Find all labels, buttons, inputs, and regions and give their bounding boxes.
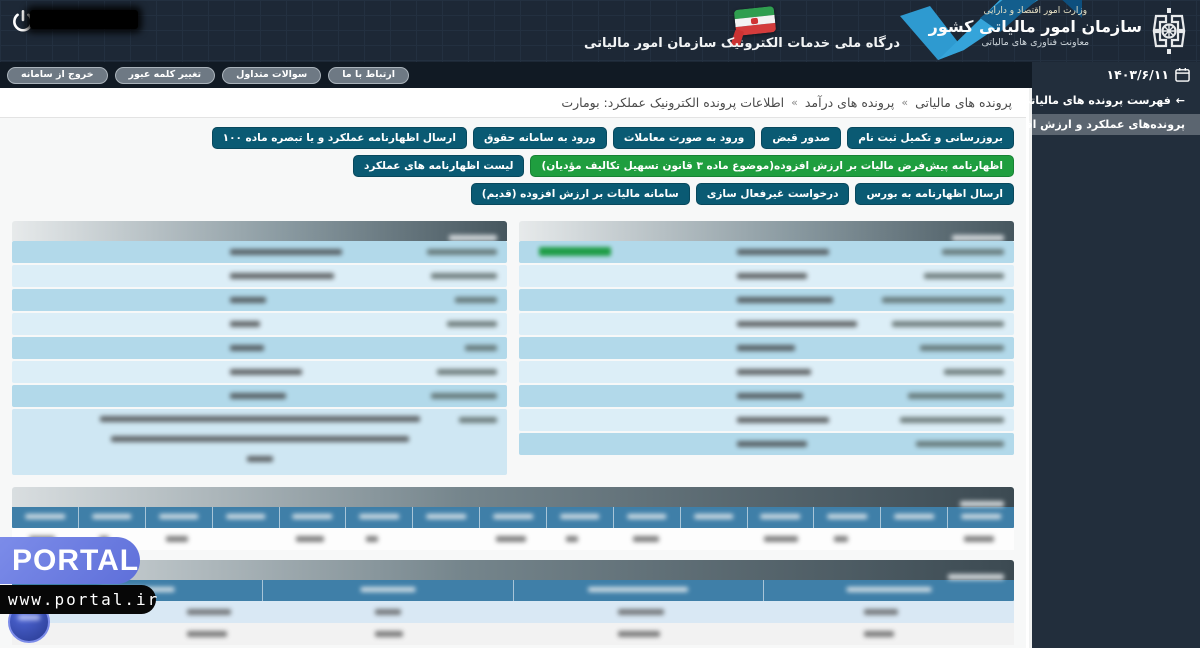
action-row-1: بروزرسانی و تکمیل ثبت نام صدور قبض ورود … bbox=[12, 127, 1014, 177]
transactions-entry-button[interactable]: ورود به صورت معاملات bbox=[612, 127, 756, 149]
logout-button[interactable]: خروج از سامانه bbox=[7, 66, 108, 84]
ministry-name: وزارت امور اقتصاد و دارایی bbox=[983, 6, 1088, 16]
default-vat-declaration-button[interactable]: اظهارنامه پیش‌فرض مالیات بر ارزش افزوده(… bbox=[530, 155, 1014, 177]
sidebar-item-performance-vat-files[interactable]: پرونده‌های عملکرد و ارزش افزوده bbox=[1000, 114, 1200, 135]
portal-watermark-url: www.portal.ir bbox=[0, 585, 157, 614]
calendar-icon bbox=[1175, 67, 1190, 82]
table-row bbox=[519, 385, 1014, 407]
sidebar-item-tax-files-list[interactable]: ← فهرست پرونده های مالیاتی bbox=[1020, 90, 1200, 111]
address-row bbox=[12, 409, 507, 475]
send-declaration-to-bourse-button[interactable]: ارسال اظهارنامه به بورس bbox=[855, 183, 1014, 205]
breadcrumb-separator: » bbox=[901, 96, 909, 109]
action-row-2: ارسال اظهارنامه به بورس درخواست غیرفعال … bbox=[12, 183, 1014, 205]
update-registration-button[interactable]: بروزرسانی و تکمیل ثبت نام bbox=[847, 127, 1014, 149]
deactivation-request-button[interactable]: درخواست غیرفعال سازی bbox=[695, 183, 850, 205]
salary-system-button[interactable]: ورود به سامانه حقوق bbox=[472, 127, 607, 149]
organization-name: سازمان امور مالیاتی کشور bbox=[928, 17, 1142, 37]
checkmark-decoration bbox=[900, 0, 1082, 60]
table-row bbox=[12, 528, 1014, 550]
info-panels bbox=[0, 217, 1026, 477]
table-row bbox=[519, 289, 1014, 311]
breadcrumb-tax-files[interactable]: پرونده های مالیاتی bbox=[915, 95, 1012, 110]
table-row bbox=[519, 361, 1014, 383]
table-row bbox=[519, 433, 1014, 455]
table-header-row bbox=[12, 507, 1014, 528]
date-value: ۱۴۰۳/۶/۱۱ bbox=[1106, 67, 1169, 82]
sidebar: ۱۴۰۳/۶/۱۱ ← فهرست پرونده های مالیاتی پرو… bbox=[1000, 62, 1200, 648]
detail-table-section bbox=[0, 487, 1026, 550]
action-buttons: بروزرسانی و تکمیل ثبت نام صدور قبض ورود … bbox=[0, 118, 1026, 217]
breadcrumb-separator: » bbox=[791, 96, 798, 109]
org-title-block: وزارت امور اقتصاد و دارایی سازمان امور م… bbox=[929, 6, 1142, 49]
top-header: درگاه ملی خدمات الکترونیک سازمان امور ما… bbox=[0, 0, 1200, 62]
table-row bbox=[12, 289, 507, 311]
username-redacted bbox=[30, 10, 138, 29]
table-row bbox=[12, 313, 507, 335]
sidebar-item-label: پرونده‌های عملکرد و ارزش افزوده bbox=[999, 118, 1185, 131]
table-row bbox=[519, 241, 1014, 263]
change-password-button[interactable]: تغییر کلمه عبور bbox=[114, 66, 216, 84]
sidebar-item-label: فهرست پرونده های مالیاتی bbox=[1019, 94, 1171, 107]
financial-table-section bbox=[0, 560, 1026, 645]
table-row bbox=[519, 337, 1014, 359]
section-header bbox=[12, 487, 1014, 507]
table-row bbox=[12, 601, 1014, 623]
current-date: ۱۴۰۳/۶/۱۱ bbox=[1032, 62, 1200, 90]
panel-header bbox=[519, 221, 1014, 241]
portal-watermark-logo: PORTAL bbox=[0, 537, 140, 584]
table-row bbox=[12, 623, 1014, 645]
table-row bbox=[12, 265, 507, 287]
table-row bbox=[519, 409, 1014, 431]
table-row bbox=[12, 361, 507, 383]
table-row bbox=[12, 337, 507, 359]
submit-performance-declaration-button[interactable]: ارسال اظهارنامه عملکرد و یا تبصره ماده ۱… bbox=[211, 127, 467, 149]
faq-button[interactable]: سوالات متداول bbox=[222, 66, 322, 84]
issue-bill-button[interactable]: صدور قبض bbox=[761, 127, 842, 149]
deputy-name: معاونت فناوری های مالیاتی bbox=[981, 37, 1090, 49]
breadcrumb: پرونده های مالیاتی » پرونده های درآمد » … bbox=[0, 88, 1026, 118]
table-row bbox=[519, 313, 1014, 335]
table-row bbox=[519, 265, 1014, 287]
top-nav-strip: خروج از سامانه تغییر کلمه عبور سوالات مت… bbox=[0, 62, 1032, 88]
table-row bbox=[12, 241, 507, 263]
tax-organization-emblem-icon bbox=[1152, 8, 1186, 54]
main-content: پرونده های مالیاتی » پرونده های درآمد » … bbox=[0, 88, 1029, 648]
breadcrumb-current-page: اطلاعات پرونده الکترونیک عملکرد: بومارت bbox=[561, 95, 785, 110]
portal-title: درگاه ملی خدمات الکترونیک سازمان امور ما… bbox=[583, 36, 900, 51]
contact-us-button[interactable]: ارتباط با ما bbox=[328, 66, 410, 84]
file-info-panel bbox=[519, 221, 1014, 477]
performance-declarations-list-button[interactable]: لیست اظهارنامه های عملکرد bbox=[352, 155, 525, 177]
section-header bbox=[12, 560, 1014, 580]
table-header-row bbox=[12, 580, 1014, 601]
breadcrumb-income-files[interactable]: پرونده های درآمد bbox=[804, 95, 895, 110]
table-row bbox=[12, 385, 507, 407]
registration-info-panel bbox=[12, 221, 507, 477]
old-vat-system-button[interactable]: سامانه مالیات بر ارزش افزوده (قدیم) bbox=[470, 183, 690, 205]
panel-header bbox=[12, 221, 507, 241]
arrow-icon: ← bbox=[1175, 94, 1185, 107]
